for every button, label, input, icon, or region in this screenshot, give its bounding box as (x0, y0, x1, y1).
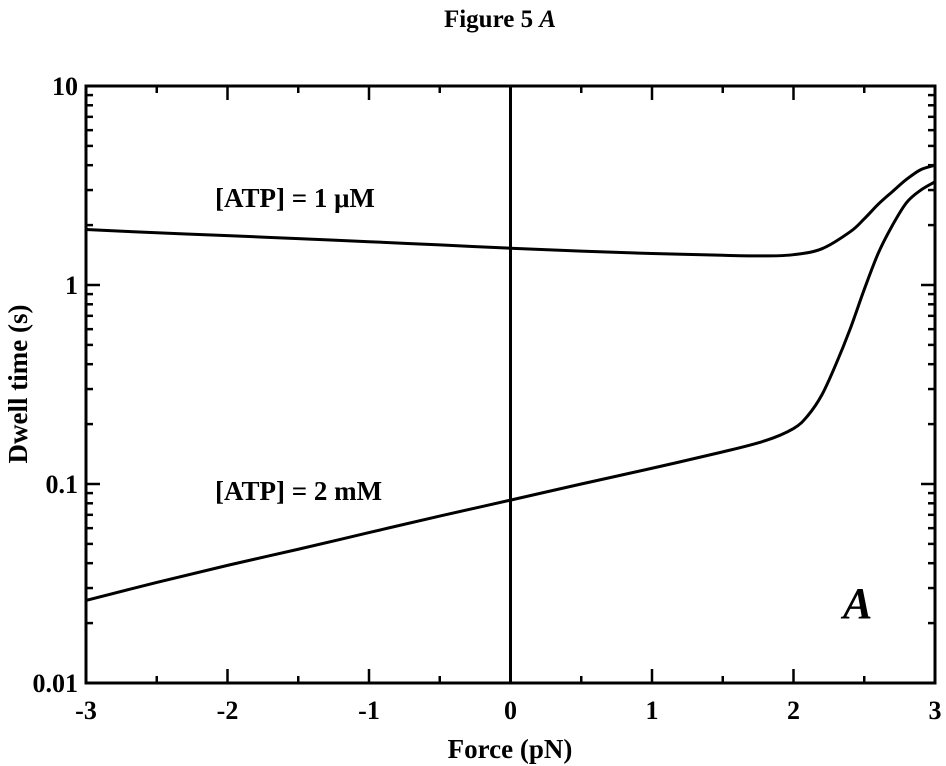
x-tick-label: 1 (646, 696, 659, 725)
x-tick-label: -3 (75, 696, 97, 725)
y-tick-label: 1 (65, 271, 78, 300)
chart-title: Figure 5 A (444, 6, 556, 33)
y-tick-label: 0.1 (46, 470, 79, 499)
y-tick-label: 10 (52, 72, 78, 101)
x-axis-ticks: -3 -2 -1 0 1 2 3 (75, 86, 942, 725)
x-tick-label: 0 (504, 696, 517, 725)
x-tick-label: 3 (929, 696, 942, 725)
series-curves (84, 163, 937, 602)
series-label-2mm: [ATP] = 2 mM (215, 476, 382, 506)
series-line-2mm (84, 180, 937, 602)
x-tick-label: -2 (217, 696, 239, 725)
series-line-1um (84, 163, 937, 258)
chart-title-letter: A (537, 6, 556, 33)
panel-letter: A (840, 579, 872, 628)
y-tick-label: 0.01 (33, 669, 79, 698)
chart-title-prefix: Figure 5 (444, 6, 533, 33)
y-axis-label: Dwell time (s) (3, 305, 33, 464)
x-axis-label: Force (pN) (448, 734, 573, 764)
x-tick-label: -1 (358, 696, 380, 725)
series-label-1um: [ATP] = 1 μM (215, 183, 375, 213)
x-tick-label: 2 (787, 696, 800, 725)
y-axis-ticks: 0.01 0.1 1 10 (33, 72, 935, 698)
